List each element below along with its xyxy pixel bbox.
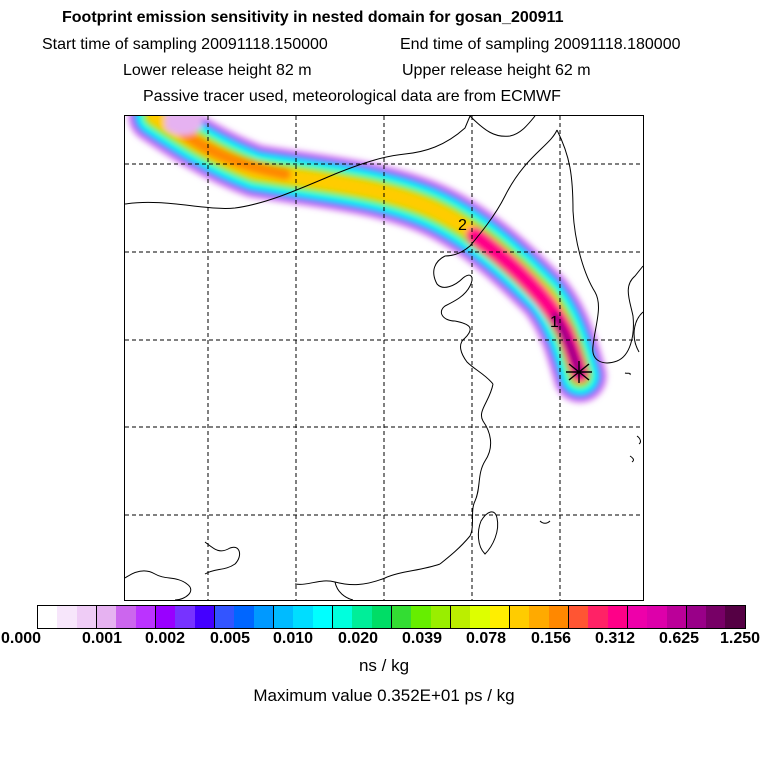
lat-lon-grid — [125, 116, 643, 600]
colorbar-swatch — [489, 606, 510, 628]
colorbar-swatch — [175, 606, 195, 628]
coastlines-borders — [125, 116, 643, 600]
colorbar-swatch — [76, 606, 97, 628]
colorbar-swatch — [725, 606, 745, 628]
colorbar-tick: 1.250 — [719, 630, 761, 647]
colorbar-swatch — [332, 606, 353, 628]
end-time-label: End time of sampling 20091118.180000 — [400, 36, 681, 53]
colorbar-swatch — [273, 606, 294, 628]
colorbar-swatch — [450, 606, 471, 628]
colorbar-swatch — [430, 606, 451, 628]
colorbar-swatch — [706, 606, 726, 628]
colorbar-tick: 0.000 — [0, 630, 42, 647]
colorbar-units: ns / kg — [358, 656, 410, 675]
colorbar-swatch — [411, 606, 431, 628]
colorbar-swatch — [509, 606, 530, 628]
site-markers: 2 1 — [458, 217, 592, 383]
colorbar-swatch — [234, 606, 254, 628]
colorbar-swatch — [135, 606, 156, 628]
colorbar-swatch — [686, 606, 707, 628]
colorbar-tick: 0.312 — [594, 630, 636, 647]
colorbar-swatch — [312, 606, 333, 628]
colorbar-swatch — [647, 606, 667, 628]
colorbar-swatch — [253, 606, 274, 628]
tracer-note: Passive tracer used, meteorological data… — [143, 88, 561, 105]
colorbar-swatch — [391, 606, 412, 628]
colorbar-tick: 0.625 — [658, 630, 700, 647]
colorbar-swatch — [607, 606, 628, 628]
colorbar-swatch — [588, 606, 608, 628]
colorbar-swatch — [38, 606, 58, 628]
colorbar-swatch — [666, 606, 687, 628]
colorbar-tick: 0.010 — [272, 630, 314, 647]
colorbar-tick: 0.078 — [465, 630, 507, 647]
colorbar-swatch — [371, 606, 392, 628]
colorbar-swatch — [568, 606, 589, 628]
colorbar-swatch — [214, 606, 235, 628]
footprint-plume — [128, 116, 607, 403]
colorbar-tick: 0.039 — [401, 630, 443, 647]
lower-release-label: Lower release height 82 m — [123, 62, 312, 79]
colorbar-swatch — [352, 606, 372, 628]
colorbar-swatch — [627, 606, 648, 628]
colorbar-tick: 0.156 — [530, 630, 572, 647]
marker-label-2: 2 — [458, 217, 467, 234]
star-marker-icon — [566, 361, 592, 383]
map-panel: 2 1 — [124, 115, 644, 601]
marker-label-1: 1 — [550, 314, 559, 331]
colorbar-swatch — [194, 606, 215, 628]
colorbar-swatch — [155, 606, 176, 628]
colorbar-swatch — [529, 606, 549, 628]
colorbar-swatch — [293, 606, 313, 628]
colorbar-tick: 0.005 — [209, 630, 251, 647]
colorbar-swatch — [96, 606, 117, 628]
colorbar-swatch — [548, 606, 569, 628]
start-time-label: Start time of sampling 20091118.150000 — [42, 36, 328, 53]
colorbar — [37, 605, 746, 629]
colorbar-swatch — [57, 606, 77, 628]
colorbar-swatch — [116, 606, 136, 628]
upper-release-label: Upper release height 62 m — [402, 62, 591, 79]
maximum-value-label: Maximum value 0.352E+01 ps / kg — [253, 686, 515, 705]
colorbar-swatch — [470, 606, 490, 628]
map-canvas: 2 1 — [125, 116, 643, 600]
colorbar-tick: 0.020 — [337, 630, 379, 647]
figure-title: Footprint emission sensitivity in nested… — [62, 9, 564, 26]
colorbar-tick: 0.002 — [144, 630, 186, 647]
colorbar-tick: 0.001 — [81, 630, 123, 647]
